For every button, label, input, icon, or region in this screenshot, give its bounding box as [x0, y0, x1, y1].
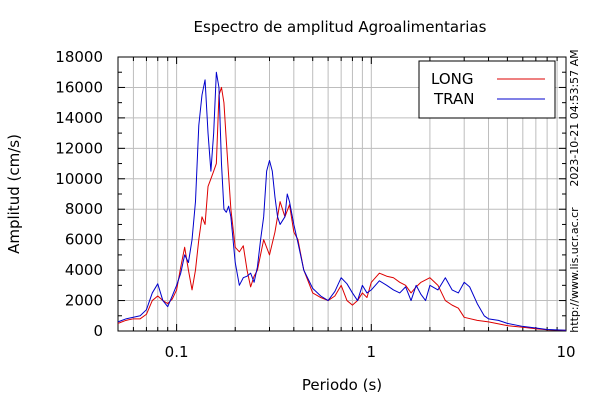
y-tick-label: 0	[93, 322, 103, 340]
legend-label-tran: TRAN	[433, 90, 474, 108]
x-tick-label: 0.1	[165, 343, 189, 361]
y-axis-label: Amplitud (cm/s)	[5, 134, 23, 254]
legend-box	[418, 60, 556, 119]
y-tick-label: 14000	[55, 109, 103, 127]
y-tick-label: 4000	[65, 261, 103, 279]
chart-title: Espectro de amplitud Agroalimentarias	[194, 18, 487, 36]
y-tick-label: 6000	[65, 231, 103, 249]
x-tick-label: 1	[367, 343, 377, 361]
source-url-label: http://www.lis.ucr.ac.cr	[568, 207, 581, 333]
y-tick-label: 18000	[55, 48, 103, 66]
x-axis-label: Periodo (s)	[302, 376, 382, 394]
series-line-tran	[117, 71, 567, 331]
y-tick-label: 10000	[55, 170, 103, 188]
legend: LONG TRAN	[418, 60, 556, 119]
timestamp-label: 2023-10-21 04:53:57 AM	[568, 49, 581, 186]
series-layer	[117, 71, 567, 331]
y-tick-label: 12000	[55, 139, 103, 157]
legend-label-long: LONG	[431, 70, 473, 88]
grid	[117, 56, 567, 332]
y-axis-ticks: 0 2000 4000 6000 8000 10000 12000 14000 16000 180…	[55, 48, 566, 340]
y-tick-label: 2000	[65, 292, 103, 310]
y-tick-label: 16000	[55, 78, 103, 96]
y-tick-label: 8000	[65, 200, 103, 218]
x-tick-label: 10	[556, 343, 575, 361]
x-axis-ticks: 0.1 1 10	[117, 57, 576, 361]
